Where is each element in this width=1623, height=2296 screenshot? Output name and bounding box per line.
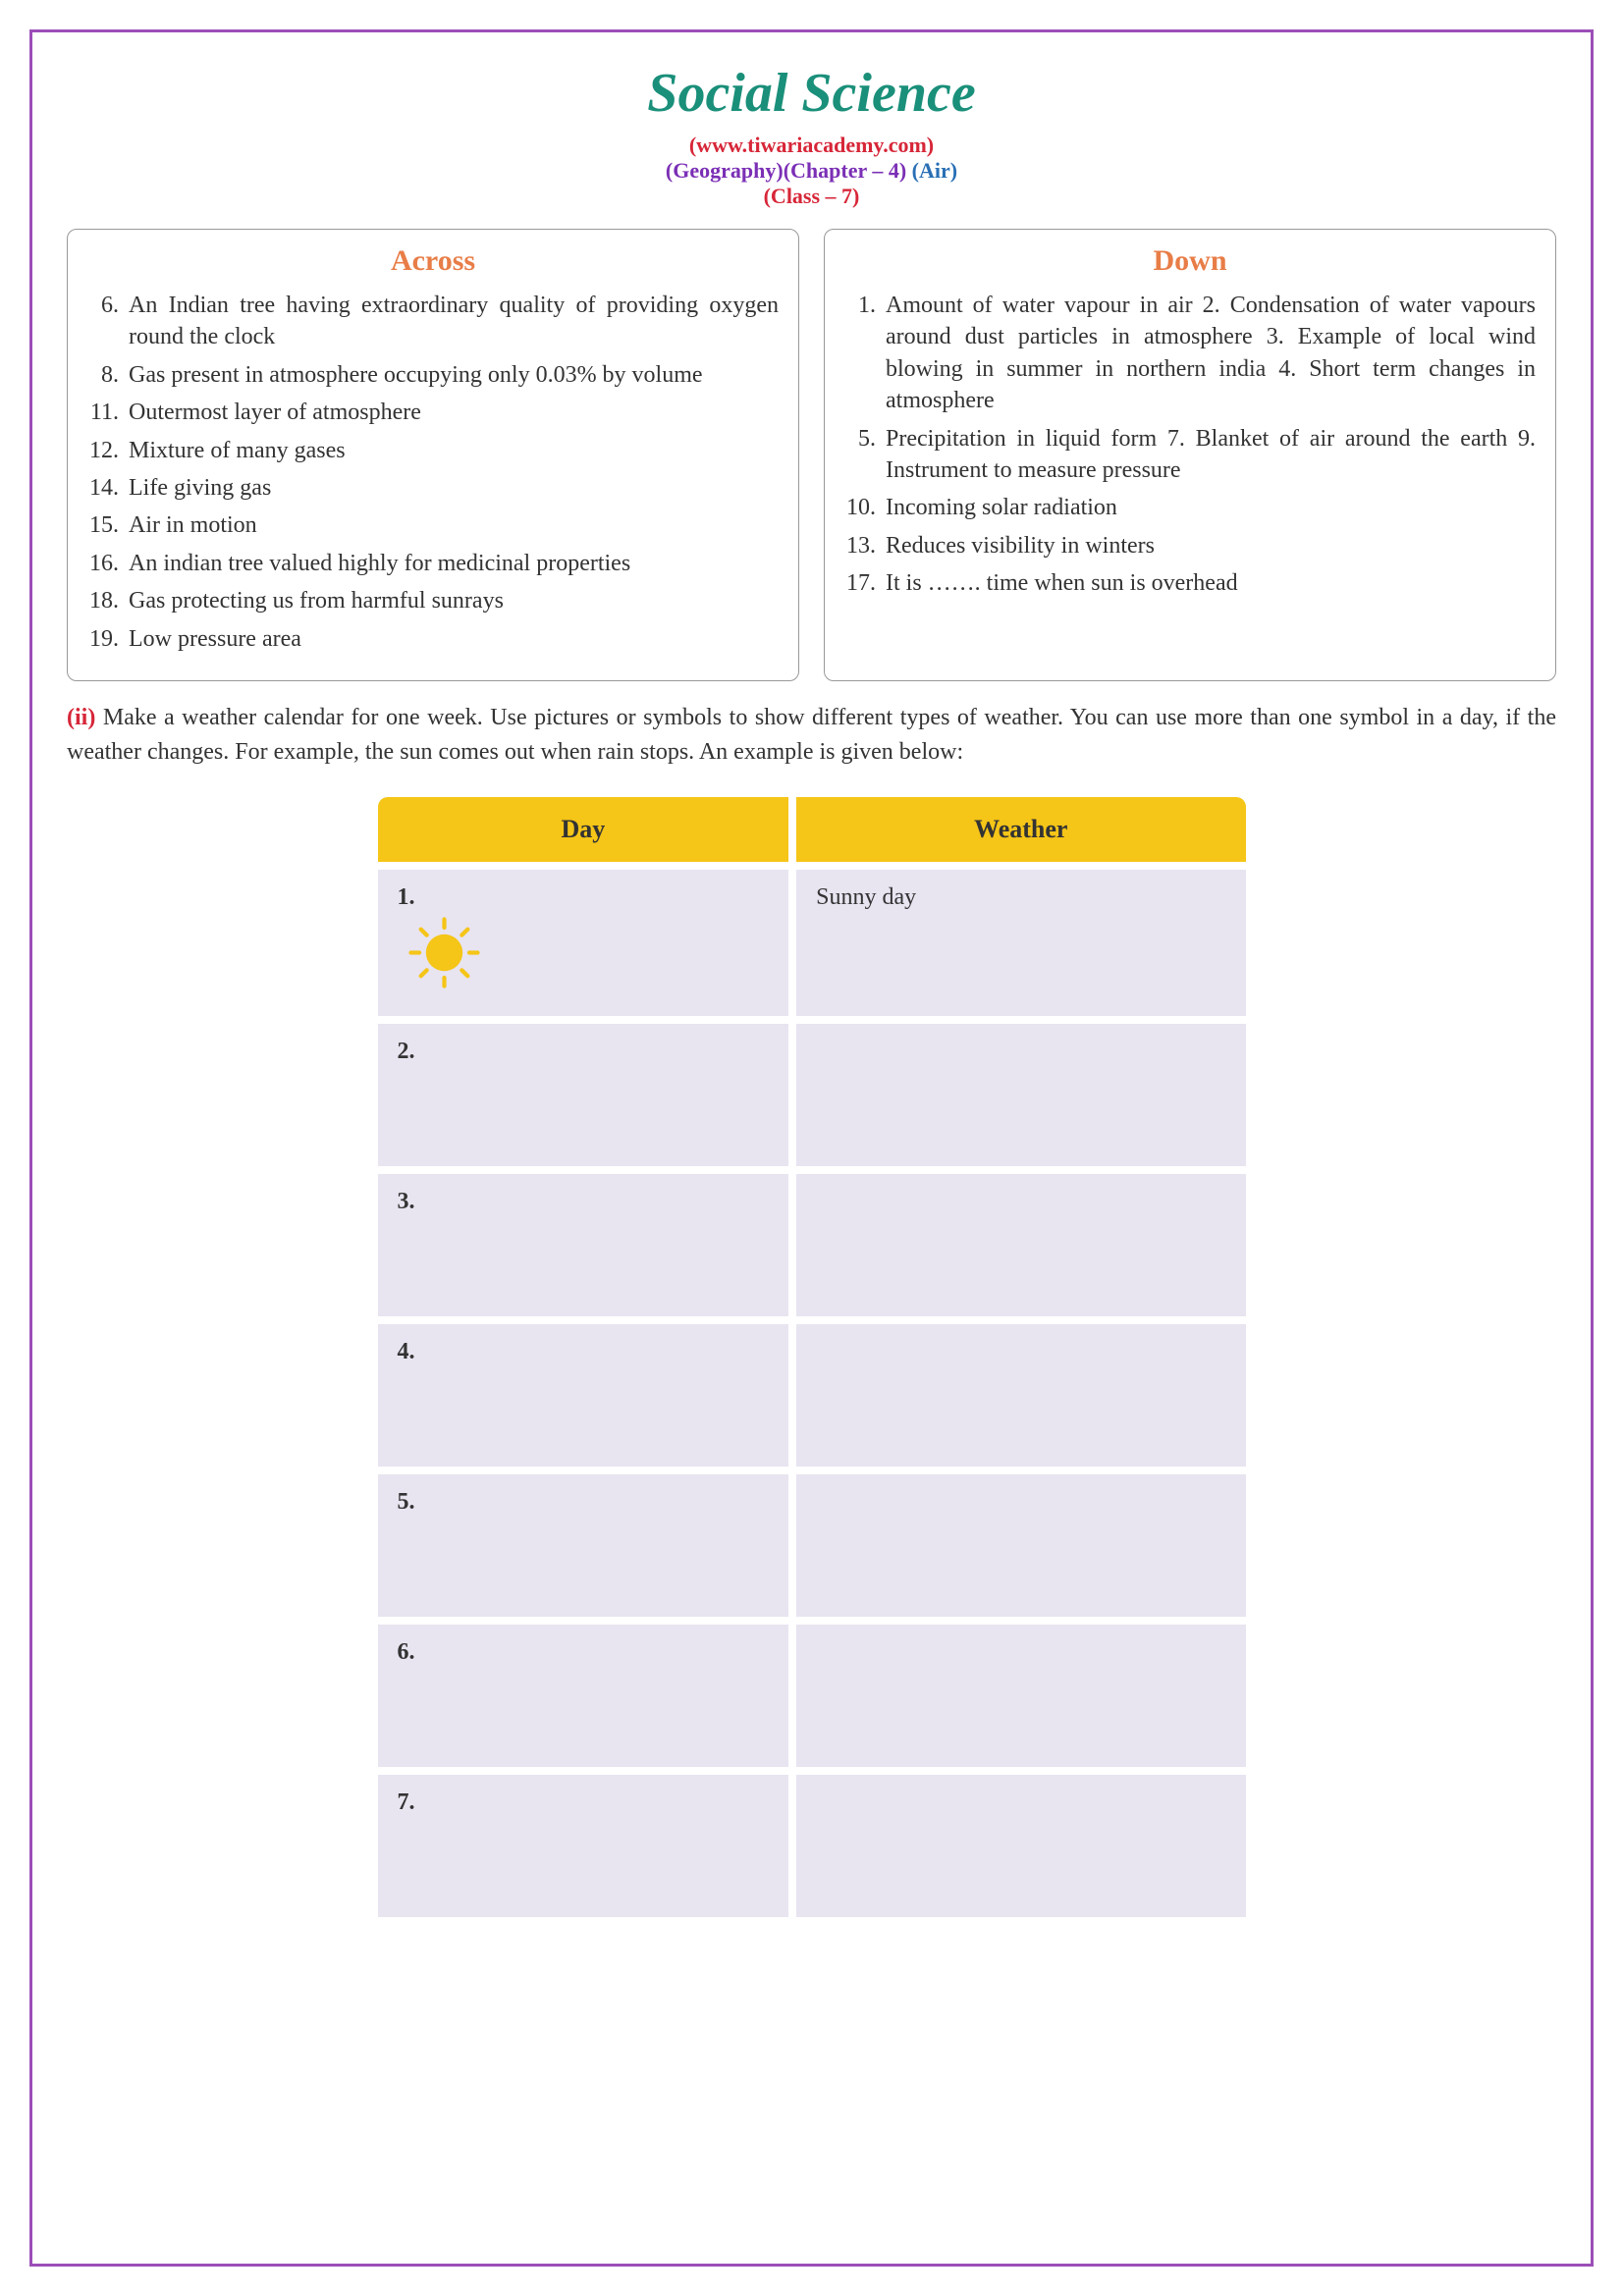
main-title: Social Science <box>67 62 1556 125</box>
clue-item: 18.Gas protecting us from harmful sunray… <box>87 585 779 616</box>
across-box: Across 6.An Indian tree having extraordi… <box>67 229 799 681</box>
weather-cell <box>796 1174 1245 1316</box>
table-body: 1. Sunny day 2. 3. 4. 5. 6. 7. <box>378 870 1246 1917</box>
clue-item: 11.Outermost layer of atmosphere <box>87 397 779 428</box>
subtitle-line: (Geography)(Chapter – 4) (Air) <box>67 158 1556 184</box>
weather-table: Day Weather 1. Sunny day 2. 3. 4. 5. 6. 7. <box>370 789 1254 1925</box>
table-row: 6. <box>378 1625 1246 1767</box>
table-row: 7. <box>378 1775 1246 1917</box>
down-title: Down <box>844 244 1536 278</box>
clue-item: 8.Gas present in atmosphere occupying on… <box>87 359 779 391</box>
across-title: Across <box>87 244 779 278</box>
clue-item: 16.An indian tree valued highly for medi… <box>87 548 779 579</box>
clue-text: An Indian tree having extraordinary qual… <box>129 290 779 353</box>
row-number: 1. <box>398 884 415 910</box>
clue-text: Precipitation in liquid form 7. Blanket … <box>886 423 1536 487</box>
clue-item: 17.It is ……. time when sun is overhead <box>844 567 1536 599</box>
clue-item: 6.An Indian tree having extraordinary qu… <box>87 290 779 353</box>
instructions-text: (ii) Make a weather calendar for one wee… <box>67 701 1556 770</box>
row-number: 3. <box>398 1189 415 1214</box>
clue-text: Mixture of many gases <box>129 435 779 466</box>
day-cell: 5. <box>378 1474 789 1617</box>
clue-item: 13.Reduces visibility in winters <box>844 530 1536 561</box>
day-cell: 2. <box>378 1024 789 1166</box>
clue-number: 1. <box>844 290 886 417</box>
clue-number: 18. <box>87 585 129 616</box>
table-row: 3. <box>378 1174 1246 1316</box>
clue-number: 11. <box>87 397 129 428</box>
subtitle-url: (www.tiwariacademy.com) <box>67 133 1556 158</box>
clue-text: Reduces visibility in winters <box>886 530 1536 561</box>
clue-text: An indian tree valued highly for medicin… <box>129 548 779 579</box>
instruction-marker: (ii) <box>67 705 95 730</box>
weather-cell <box>796 1625 1245 1767</box>
day-cell: 6. <box>378 1625 789 1767</box>
instruction-body: Make a weather calendar for one week. Us… <box>67 705 1556 765</box>
page-border: Social Science (www.tiwariacademy.com) (… <box>29 29 1594 2267</box>
clue-number: 5. <box>844 423 886 487</box>
chapter-label: (Chapter – 4) <box>784 158 906 183</box>
table-row: 5. <box>378 1474 1246 1617</box>
clue-item: 10.Incoming solar radiation <box>844 492 1536 523</box>
air-label: (Air) <box>912 158 957 183</box>
clue-columns: Across 6.An Indian tree having extraordi… <box>67 229 1556 681</box>
sun-icon <box>403 911 486 1001</box>
table-header-row: Day Weather <box>378 797 1246 862</box>
day-cell: 4. <box>378 1324 789 1467</box>
table-container: Day Weather 1. Sunny day 2. 3. 4. 5. 6. 7. <box>67 789 1556 1925</box>
day-cell: 1. <box>378 870 789 1016</box>
table-row: 1. Sunny day <box>378 870 1246 1016</box>
day-cell: 7. <box>378 1775 789 1917</box>
class-label: (Class – 7) <box>67 184 1556 209</box>
across-list: 6.An Indian tree having extraordinary qu… <box>87 290 779 655</box>
clue-number: 17. <box>844 567 886 599</box>
clue-text: Incoming solar radiation <box>886 492 1536 523</box>
row-number: 5. <box>398 1489 415 1515</box>
down-box: Down 1.Amount of water vapour in air 2. … <box>824 229 1556 681</box>
clue-item: 14.Life giving gas <box>87 472 779 504</box>
clue-number: 16. <box>87 548 129 579</box>
geography-label: (Geography) <box>666 158 784 183</box>
clue-text: It is ……. time when sun is overhead <box>886 567 1536 599</box>
table-row: 4. <box>378 1324 1246 1467</box>
row-number: 7. <box>398 1789 415 1815</box>
clue-item: 1.Amount of water vapour in air 2. Conde… <box>844 290 1536 417</box>
clue-text: Air in motion <box>129 509 779 541</box>
weather-cell: Sunny day <box>796 870 1245 1016</box>
clue-item: 19.Low pressure area <box>87 623 779 655</box>
header-weather: Weather <box>796 797 1245 862</box>
clue-number: 14. <box>87 472 129 504</box>
header-day: Day <box>378 797 789 862</box>
row-number: 6. <box>398 1639 415 1665</box>
table-row: 2. <box>378 1024 1246 1166</box>
clue-text: Life giving gas <box>129 472 779 504</box>
clue-text: Gas protecting us from harmful sunrays <box>129 585 779 616</box>
clue-number: 13. <box>844 530 886 561</box>
weather-cell <box>796 1474 1245 1617</box>
clue-number: 15. <box>87 509 129 541</box>
clue-number: 8. <box>87 359 129 391</box>
weather-cell <box>796 1024 1245 1166</box>
clue-number: 10. <box>844 492 886 523</box>
clue-item: 15.Air in motion <box>87 509 779 541</box>
clue-text: Low pressure area <box>129 623 779 655</box>
clue-text: Gas present in atmosphere occupying only… <box>129 359 779 391</box>
day-cell: 3. <box>378 1174 789 1316</box>
clue-number: 12. <box>87 435 129 466</box>
clue-text: Amount of water vapour in air 2. Condens… <box>886 290 1536 417</box>
clue-number: 6. <box>87 290 129 353</box>
clue-item: 5.Precipitation in liquid form 7. Blanke… <box>844 423 1536 487</box>
clue-text: Outermost layer of atmosphere <box>129 397 779 428</box>
page-header: Social Science (www.tiwariacademy.com) (… <box>67 62 1556 209</box>
weather-cell <box>796 1324 1245 1467</box>
row-number: 4. <box>398 1339 415 1364</box>
weather-cell <box>796 1775 1245 1917</box>
down-list: 1.Amount of water vapour in air 2. Conde… <box>844 290 1536 600</box>
clue-number: 19. <box>87 623 129 655</box>
row-number: 2. <box>398 1039 415 1064</box>
clue-item: 12.Mixture of many gases <box>87 435 779 466</box>
